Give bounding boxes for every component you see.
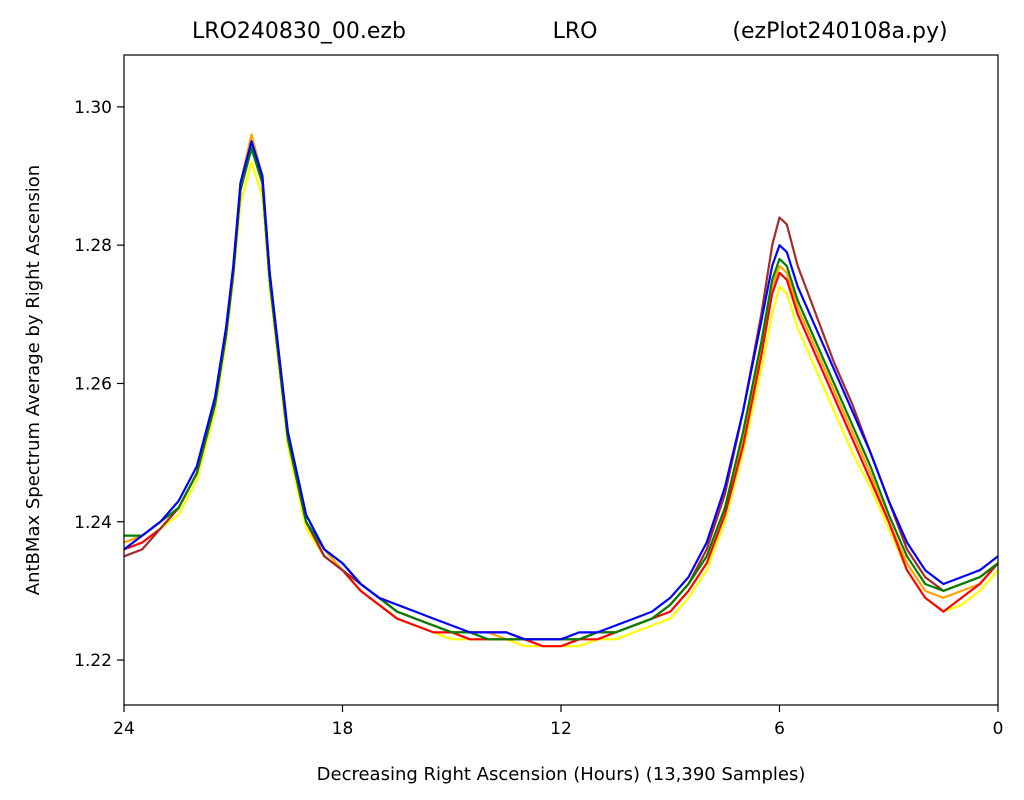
x-tick-label-1: 18 [332,719,354,739]
y-axis-label: AntBMax Spectrum Average by Right Ascens… [23,165,44,595]
x-tick-label-2: 12 [550,719,572,739]
y-tick-label-1: 1.24 [74,513,112,533]
x-axis-label: Decreasing Right Ascension (Hours) (13,3… [317,764,806,785]
y-tick-label-3: 1.28 [74,236,112,256]
x-tick-label-0: 24 [113,719,135,739]
x-tick-label-3: 6 [774,719,785,739]
y-tick-label-4: 1.30 [74,98,112,118]
series-line-5 [123,140,999,641]
chart-title-right: (ezPlot240108a.py) [732,19,947,44]
chart-title-left: LRO240830_00.ezb [192,19,406,44]
chart-title-center: LRO [553,19,598,44]
series-layer [123,133,999,648]
x-tick-label-4: 0 [993,719,1004,739]
y-tick-label-0: 1.22 [74,651,112,671]
y-tick-label-2: 1.26 [74,374,112,394]
x-axis: 24 18 12 6 0 [113,705,1003,739]
y-axis: 1.22 1.24 1.26 1.28 1.30 [74,98,124,671]
